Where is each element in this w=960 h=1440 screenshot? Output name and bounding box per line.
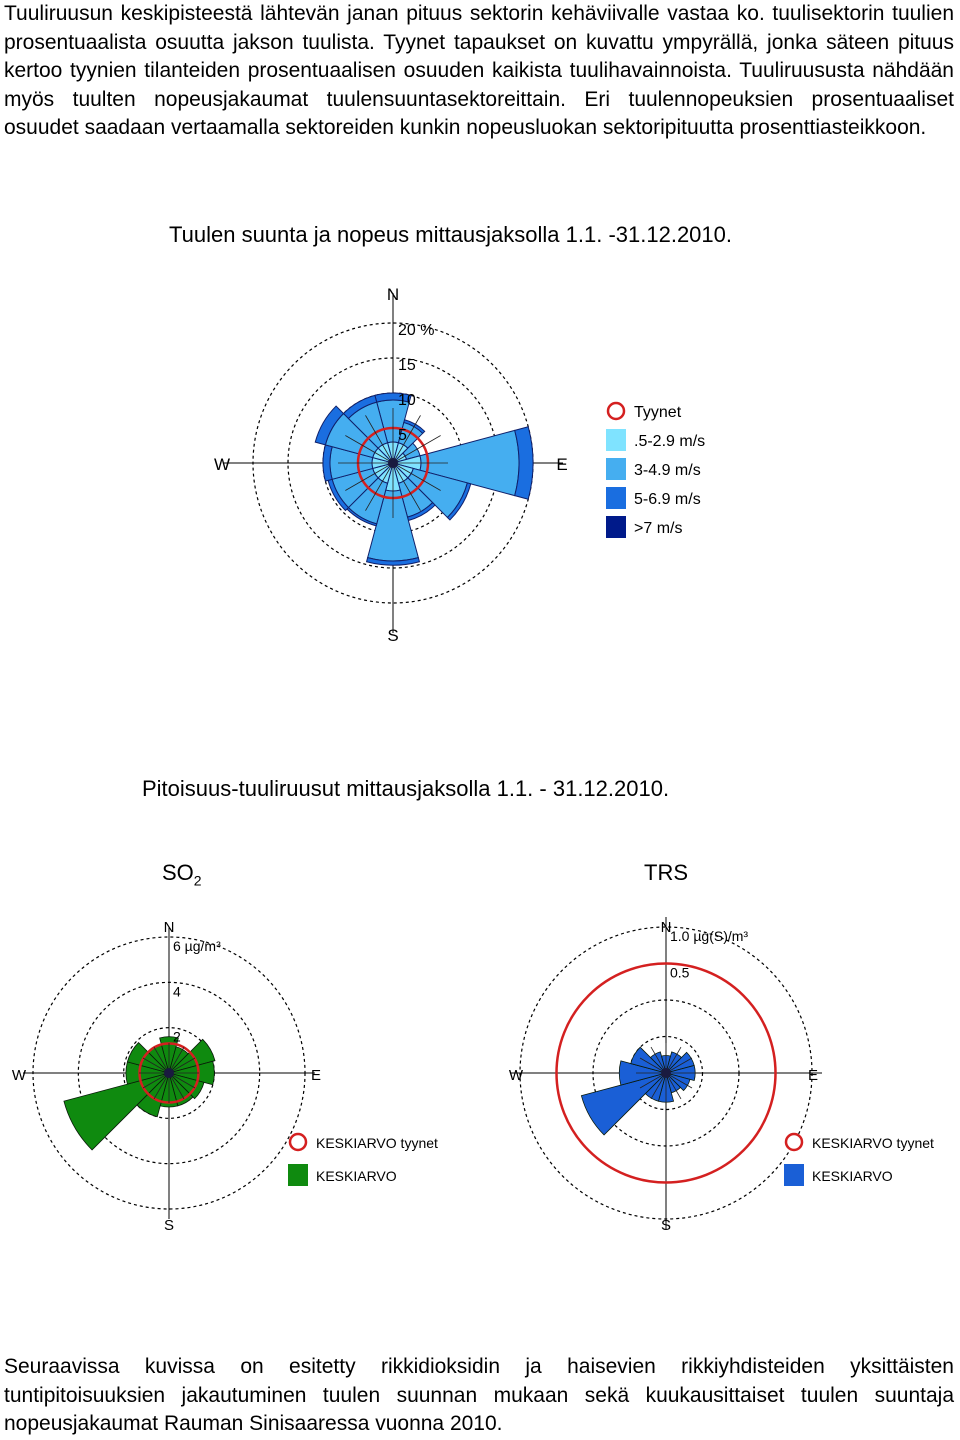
spoke-120 [665, 1072, 693, 1089]
trs-rose-sectors [580, 1046, 696, 1136]
center-dot [164, 1068, 174, 1078]
so2-compass-e: E [311, 1067, 321, 1084]
trs-sector-240 [580, 1072, 668, 1136]
so2-legend-label-1: KESKIARVO [316, 1168, 397, 1184]
so2-compass-n: N [164, 919, 175, 936]
wind-legend-swatch-3 [606, 487, 626, 509]
wind-rose-title: Tuulen suunta ja nopeus mittausjaksolla … [169, 222, 732, 247]
so2-ring-label-1: 4 [173, 983, 181, 999]
wind-legend-swatch-1 [606, 429, 626, 451]
spoke-300 [345, 435, 394, 464]
trs-legend-label-0: KESKIARVO tyynet [812, 1135, 934, 1151]
so2-sector-240 [63, 1072, 171, 1151]
so2-legend-label-0: KESKIARVO tyynet [316, 1135, 438, 1151]
spoke-210 [365, 462, 394, 511]
center-dot [661, 1068, 671, 1078]
spoke-120 [392, 462, 441, 491]
compass-s: S [387, 626, 398, 645]
ring-label-3: 20 % [398, 322, 434, 339]
compass-n: N [387, 285, 399, 304]
so2-ring-labels: 2 4 6 µg/m³ [173, 938, 221, 1045]
wind-legend-label-3: 5-6.9 m/s [634, 491, 701, 508]
trs-legend-swatch-0 [784, 1132, 804, 1152]
wind-legend-swatch-4 [606, 516, 626, 538]
sector-180-band-2 [365, 557, 421, 566]
so2-legend-swatch-0 [288, 1132, 308, 1152]
so2-legend-swatch-1 [288, 1164, 308, 1186]
so2-sector-300 [126, 1041, 171, 1074]
so2-legend: KESKIARVO tyynet KESKIARVO [288, 1132, 438, 1186]
ring-label-2: 15 [398, 357, 416, 374]
so2-rose-chart: N E S W 246 µg/m³ KESKIARVO tyynetKESKIA… [12, 919, 438, 1234]
trs-rose-axes [636, 1043, 696, 1103]
so2-compass-w: W [12, 1067, 27, 1084]
trs-compass-e: E [808, 1067, 818, 1084]
trs-sector-300 [630, 1046, 668, 1074]
so2-compass-s: S [164, 1217, 174, 1234]
so2-label: SO [162, 860, 194, 885]
intro-paragraph: Tuuliruusun keskipisteestä lähtevän jana… [4, 2, 954, 140]
spoke-30 [392, 415, 421, 464]
trs-ring-label-1: 1.0 µg(S)/m³ [670, 928, 748, 944]
sector-120-band-2 [446, 482, 472, 521]
so2-sector-120 [167, 1072, 205, 1100]
wind-rose-legend: Tyynet .5-2.9 m/s 3-4.9 m/s 5-6.9 m/s >7 m/s [606, 401, 705, 538]
trs-rose-chart: N E S W 0.5 1.0 µg(S)/m³ KESKIARVO tyynet… [509, 917, 934, 1234]
trs-calm-circle [555, 962, 777, 1184]
spoke-300 [639, 1057, 667, 1074]
wind-legend-label-0: Tyynet [634, 404, 682, 421]
spoke-60 [665, 1057, 693, 1074]
wind-legend-swatch-0 [606, 401, 626, 421]
trs-legend-label-1: KESKIARVO [812, 1168, 893, 1184]
spoke-150 [392, 462, 421, 511]
so2-rose-axes [139, 1043, 199, 1103]
wind-legend-label-1: .5-2.9 m/s [634, 433, 705, 450]
ring-label-1: 10 [398, 392, 416, 409]
compass-e: E [556, 455, 567, 474]
trs-ring-labels: 0.5 1.0 µg(S)/m³ [670, 928, 748, 981]
center-dot [388, 458, 398, 468]
trs-ring-label-0: 0.5 [670, 965, 690, 981]
wind-legend-label-4: >7 m/s [634, 520, 682, 537]
wind-rose-sectors [314, 392, 534, 566]
trs-compass-n: N [661, 919, 672, 936]
wind-rose-chart: N E S W 5 10 15 20 % Tyynet .5-2.9 m/s 3-4.9 … [214, 285, 705, 645]
spoke-60 [392, 435, 441, 464]
ring-label-0: 5 [398, 427, 407, 444]
so2-title: SO2 [162, 860, 202, 888]
trs-legend-swatch-1 [784, 1164, 804, 1186]
pollution-roses-title: Pitoisuus-tuuliruusut mittausjaksolla 1.… [142, 776, 670, 801]
ring-labels: 5 10 15 20 % [398, 322, 434, 444]
spoke-240 [639, 1072, 667, 1089]
trs-compass-s: S [661, 1217, 671, 1234]
wind-rose-axes [338, 408, 448, 518]
compass-w: W [214, 455, 230, 474]
so2-ring-label-0: 2 [173, 1029, 181, 1045]
trs-compass-w: W [509, 1067, 524, 1084]
spoke-240 [345, 462, 394, 491]
trs-legend: KESKIARVO tyynet KESKIARVO [784, 1132, 934, 1186]
sector-330-band-2 [342, 394, 378, 420]
outro-paragraph: Seuraavissa kuvissa on esitetty rikkidio… [4, 1355, 954, 1436]
trs-title: TRS [644, 860, 688, 885]
sector-90-band-2 [514, 426, 534, 500]
sector-0-band-2 [374, 392, 412, 403]
spoke-330 [365, 415, 394, 464]
so2-ring-label-2: 6 µg/m³ [173, 938, 221, 954]
sector-300-band-2 [314, 405, 345, 446]
so2-subscript: 2 [193, 872, 202, 889]
wind-legend-label-2: 3-4.9 m/s [634, 462, 701, 479]
wind-legend-swatch-2 [606, 458, 626, 480]
